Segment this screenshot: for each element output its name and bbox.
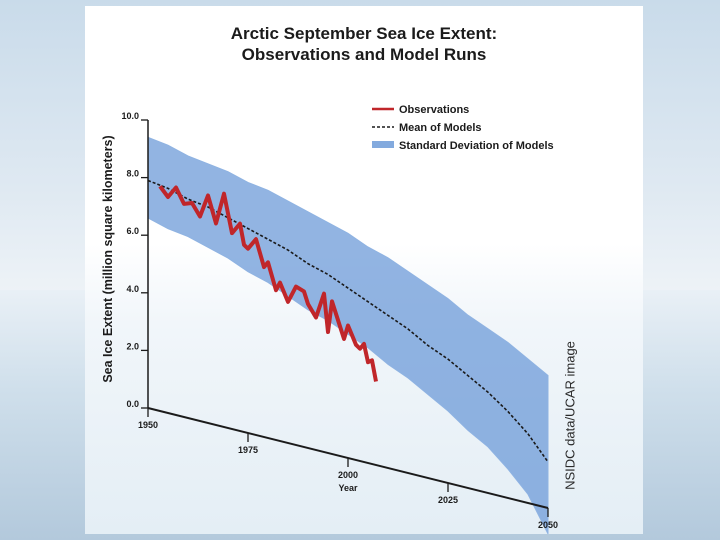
legend-stddev-swatch — [372, 141, 394, 148]
y-tick-label: 10.0 — [121, 111, 139, 121]
chart-subtitle: Observations and Model Runs — [241, 45, 487, 64]
y-tick-label: 6.0 — [126, 226, 139, 236]
mean-of-models-line — [147, 179, 549, 463]
legend-mean-label: Mean of Models — [399, 122, 482, 134]
legend-observations-label: Observations — [399, 104, 469, 116]
observations-line — [158, 185, 378, 382]
x-tick-label: 1975 — [238, 445, 258, 455]
x-tick-label: 2050 — [538, 520, 558, 530]
y-tick-label: 2.0 — [126, 341, 139, 351]
y-tick-label: 0.0 — [126, 399, 139, 409]
x-tick-label: 2000 — [338, 470, 358, 480]
x-tick-label: 2025 — [438, 495, 458, 505]
y-tick-label: 8.0 — [126, 169, 139, 179]
std-dev-band — [147, 136, 549, 535]
y-tick-label: 4.0 — [126, 284, 139, 294]
legend-stddev-label: Standard Deviation of Models — [399, 140, 554, 152]
x-tick-label: 1950 — [138, 420, 158, 430]
chart-title: Arctic September Sea Ice Extent: — [230, 24, 498, 43]
x-axis-label: Year — [338, 483, 358, 493]
